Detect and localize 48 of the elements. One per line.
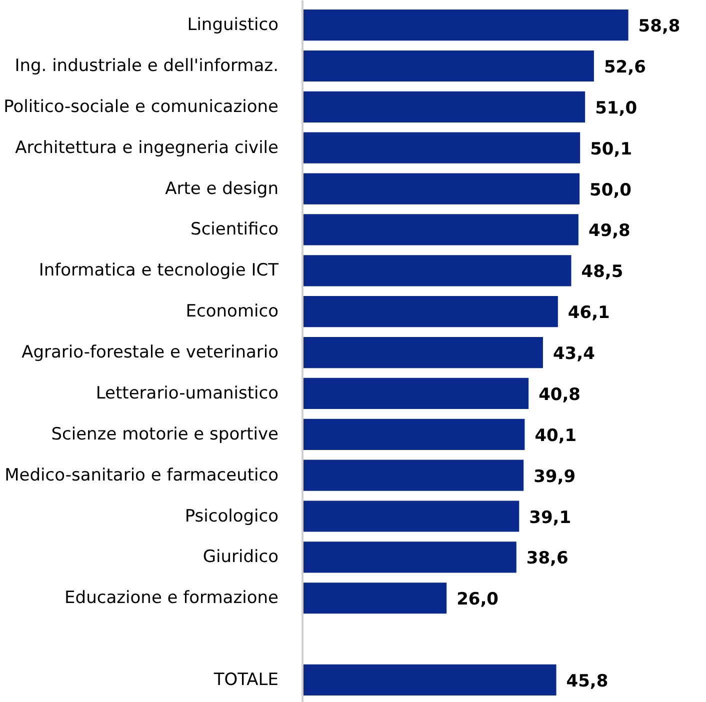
bar <box>302 10 628 41</box>
y-tick-label: Medico-sanitario e farmaceutico <box>4 465 278 486</box>
data-label: 51,0 <box>595 98 638 118</box>
y-tick-label: Arte e design <box>165 178 278 199</box>
y-tick-label: Scientifico <box>190 220 279 240</box>
bar <box>302 664 556 696</box>
data-label: 58,8 <box>638 16 680 37</box>
y-tick-label: Educazione e formazione <box>64 588 278 608</box>
data-label: 50,0 <box>590 180 632 200</box>
y-tick-label: Agrario-forestale e veterinario <box>22 342 279 363</box>
bar <box>302 378 529 410</box>
bar <box>302 582 447 614</box>
y-tick-label: Politico-sociale e comunicazione <box>4 96 279 117</box>
data-label: 38,6 <box>526 548 568 569</box>
y-tick-label: Scienze motorie e sportive <box>51 424 279 444</box>
y-tick-label: Ing. industriale e dell'informaz. <box>14 56 279 76</box>
data-label: 40,8 <box>538 384 581 405</box>
y-tick-label: Architettura e ingegneria civile <box>15 138 279 158</box>
bar <box>302 542 516 573</box>
y-tick-label: TOTALE <box>212 670 278 690</box>
bar <box>302 500 520 532</box>
data-label: 46,1 <box>568 303 610 324</box>
y-tick-label: Giuridico <box>202 547 279 568</box>
data-label: 49,8 <box>588 221 630 242</box>
bar <box>302 255 572 286</box>
data-label: 39,1 <box>529 508 572 528</box>
bar <box>302 336 543 368</box>
y-tick-label: Linguistico <box>187 15 279 36</box>
data-label: 50,1 <box>590 139 632 160</box>
data-label: 52,6 <box>604 57 646 78</box>
data-label: 48,5 <box>581 262 624 282</box>
y-tick-label: Letterario-umanistico <box>96 383 279 404</box>
bar <box>302 132 580 164</box>
bar <box>302 214 578 246</box>
bar <box>302 296 558 328</box>
data-label: 39,9 <box>534 466 576 487</box>
data-label: 40,1 <box>534 426 577 446</box>
bar <box>302 50 594 82</box>
data-label: 43,4 <box>552 344 596 364</box>
y-tick-label: Economico <box>186 302 279 322</box>
y-tick-label: Psicologico <box>184 506 279 526</box>
bar <box>302 418 525 450</box>
bar <box>302 173 580 204</box>
data-label: 26,0 <box>456 590 499 610</box>
bar <box>302 460 524 491</box>
bar <box>302 91 586 122</box>
y-tick-label: Informatica e tecnologie ICT <box>38 260 280 281</box>
data-label: 45,8 <box>566 671 608 692</box>
